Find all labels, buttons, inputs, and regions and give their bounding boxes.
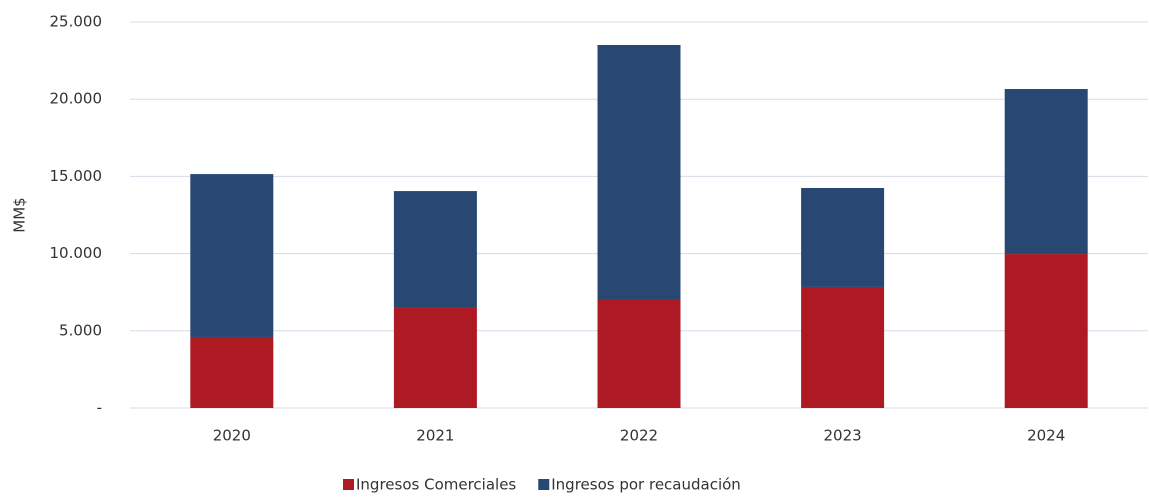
bar-segment <box>597 298 681 408</box>
bar-segment <box>801 286 885 408</box>
x-tick-label: 2023 <box>824 427 862 445</box>
y-tick-label: 25.000 <box>50 13 103 31</box>
y-tick-label: 5.000 <box>59 321 102 339</box>
x-tick-label: 2021 <box>416 427 454 445</box>
legend-label: Ingresos Comerciales <box>356 476 516 494</box>
y-tick-label: 15.000 <box>50 167 103 185</box>
bar-segment <box>1004 89 1088 255</box>
legend-swatch <box>538 479 550 490</box>
legend-label: Ingresos por recaudación <box>551 476 741 494</box>
legend-swatch <box>343 479 354 490</box>
y-tick-label: - <box>97 399 102 417</box>
y-axis-label: MM$ <box>11 197 29 232</box>
bar-segment <box>801 187 885 287</box>
x-tick-label: 2024 <box>1027 427 1065 445</box>
y-tick-label: 20.000 <box>50 90 103 108</box>
bar-segment <box>1004 254 1088 408</box>
x-tick-label: 2020 <box>213 427 251 445</box>
bar-segment <box>393 191 477 308</box>
y-tick-label: 10.000 <box>50 244 103 262</box>
bar-segment <box>393 307 477 408</box>
bar-segment <box>190 336 274 408</box>
bar-segment <box>190 174 274 337</box>
bar-segment <box>597 45 681 299</box>
x-tick-label: 2022 <box>620 427 658 445</box>
